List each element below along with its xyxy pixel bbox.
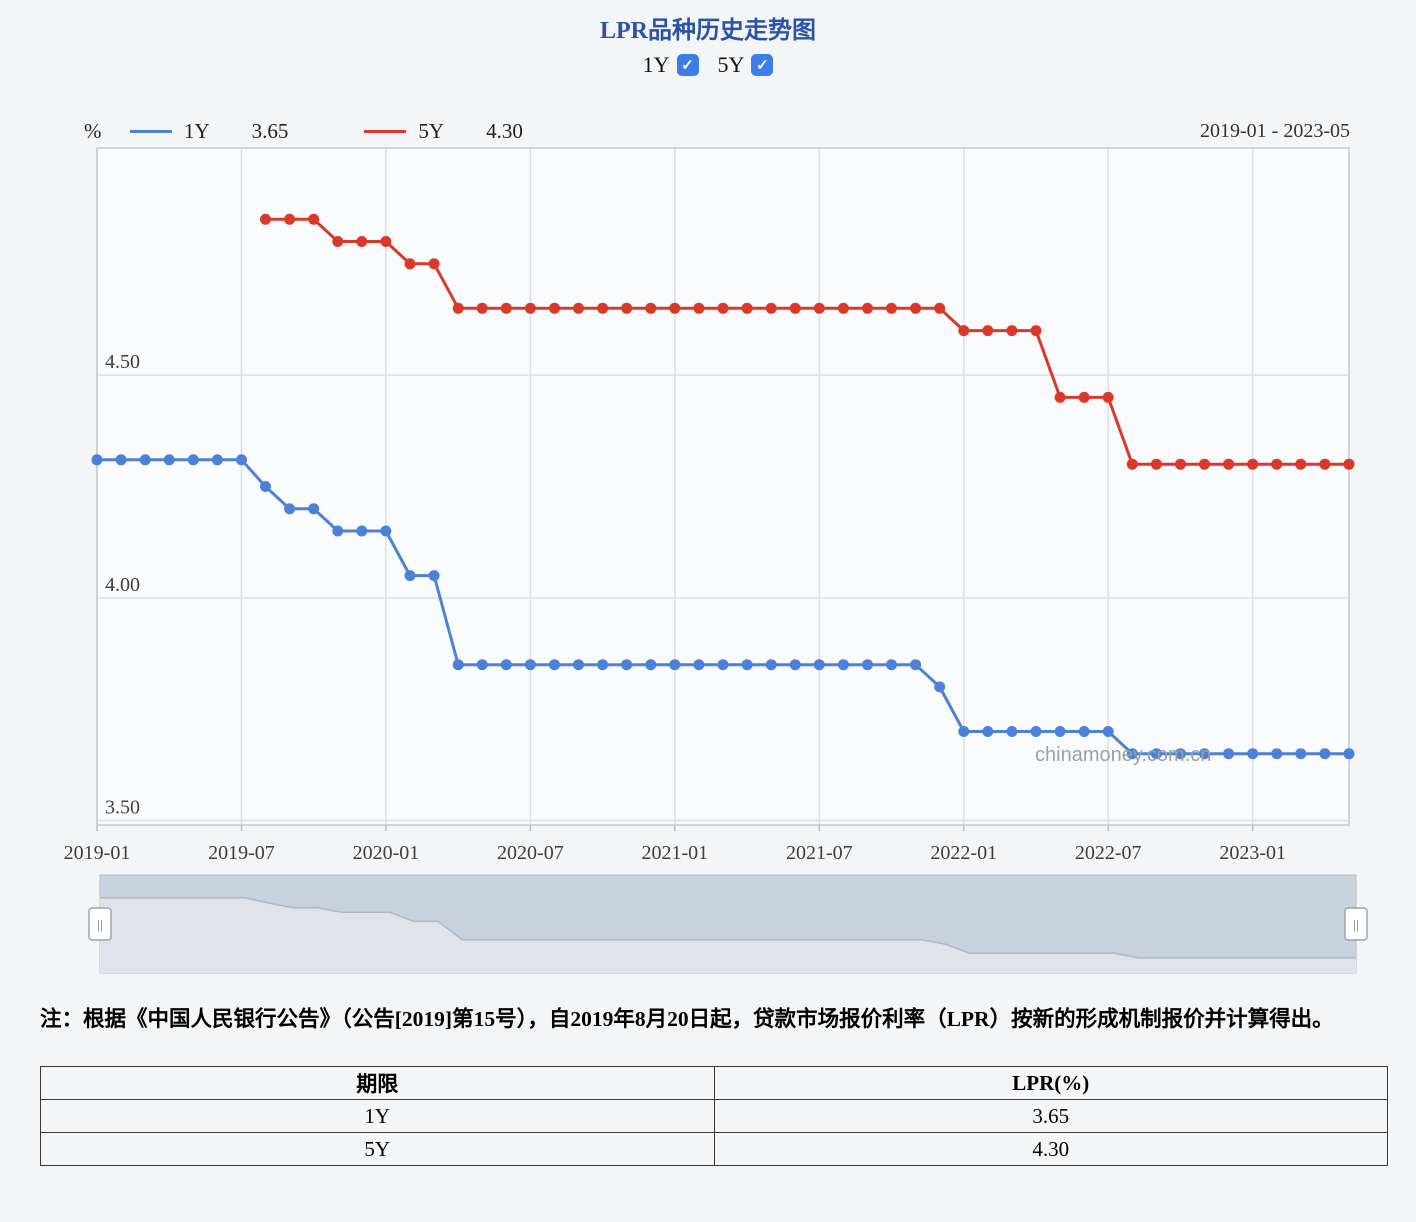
page-title: LPR品种历史走势图	[600, 18, 816, 44]
toggle-1y-label: 1Y	[642, 52, 670, 77]
toggle-group-5y: 5Y ✓	[718, 52, 774, 78]
table-header-row: 期限 LPR(%)	[40, 1066, 1388, 1100]
lpr-summary-table: 期限 LPR(%) 1Y 3.65 5Y 4.30	[40, 1066, 1388, 1166]
table-row: 1Y 3.65	[40, 1099, 1388, 1133]
legend-5y-name[interactable]: 5Y	[418, 118, 445, 143]
svg-text:2019-07: 2019-07	[208, 842, 275, 864]
cell-term-5y: 5Y	[40, 1132, 715, 1166]
svg-text:2020-07: 2020-07	[497, 842, 564, 864]
cell-value-5y: 4.30	[713, 1132, 1388, 1166]
svg-text:2022-01: 2022-01	[930, 842, 997, 864]
toggle-group-1y: 1Y ✓	[643, 52, 699, 78]
svg-text:2021-01: 2021-01	[642, 842, 709, 864]
svg-text:2021-07: 2021-07	[786, 842, 853, 864]
date-range-label: 2019-01 - 2023-05	[1200, 119, 1350, 142]
legend-line-1y-icon	[130, 129, 172, 133]
lpr-trend-chart: 4.50 4.00 3.50 2019-01 2019-07 2020-01 2020-07…	[64, 147, 1355, 864]
data-zoom-navigator[interactable]: || ||	[0, 873, 1416, 985]
legend-1y-value: 3.65	[251, 118, 289, 143]
watermark: chinamoney.com.cn	[1035, 744, 1212, 766]
svg-text:3.50: 3.50	[105, 797, 140, 819]
col-header-lpr: LPR(%)	[713, 1066, 1388, 1100]
svg-text:4.00: 4.00	[105, 574, 140, 596]
check-icon: ✓	[681, 57, 694, 74]
svg-text:2019-01: 2019-01	[64, 842, 131, 864]
svg-text:2023-01: 2023-01	[1219, 842, 1286, 864]
footnote: 注：根据《中国人民银行公告》（公告[2019]第15号），自2019年8月20日…	[40, 1007, 1334, 1031]
left-zoom-handle[interactable]: ||	[88, 907, 112, 941]
svg-text:4.50: 4.50	[105, 351, 140, 373]
check-icon: ✓	[756, 57, 769, 74]
series-toggles: 1Y ✓ 5Y ✓	[0, 52, 1416, 78]
cell-term-1y: 1Y	[40, 1099, 715, 1133]
legend-5y-value: 4.30	[486, 118, 523, 143]
y-axis-unit: %	[84, 118, 102, 143]
right-zoom-handle[interactable]: ||	[1344, 907, 1368, 941]
cell-value-1y: 3.65	[713, 1099, 1388, 1133]
svg-text:2022-07: 2022-07	[1075, 842, 1142, 864]
svg-text:||: ||	[1353, 917, 1358, 932]
table-row: 5Y 4.30	[40, 1132, 1388, 1166]
legend-1y-name[interactable]: 1Y	[184, 118, 210, 143]
col-header-term: 期限	[40, 1066, 715, 1100]
chart-legend: % 1Y 3.65 5Y 4.30 2019-01 - 2023-05	[84, 116, 1350, 146]
legend-line-5y-icon	[364, 129, 407, 133]
toggle-5y-checkbox[interactable]: ✓	[751, 54, 774, 76]
toggle-5y-label: 5Y	[717, 52, 745, 77]
svg-text:2020-01: 2020-01	[353, 842, 420, 864]
svg-text:||: ||	[97, 917, 102, 932]
toggle-1y-checkbox[interactable]: ✓	[676, 54, 699, 76]
